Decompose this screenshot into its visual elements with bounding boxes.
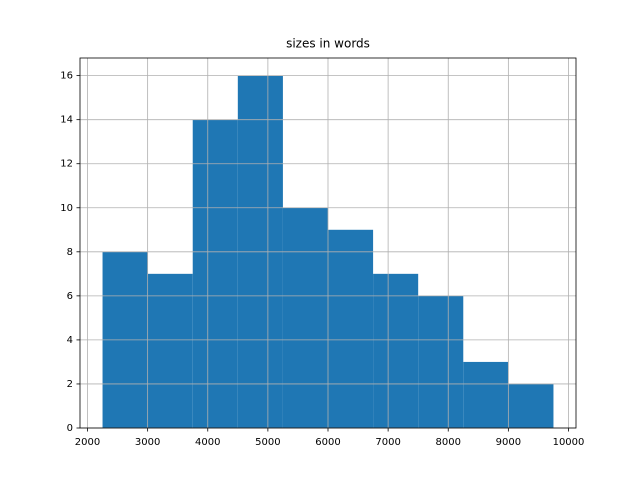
- y-tick-label: 8: [67, 247, 73, 258]
- bar: [192, 119, 238, 429]
- y-tick-label: 6: [67, 291, 73, 302]
- bar: [282, 207, 328, 428]
- bar: [463, 361, 509, 428]
- bar: [508, 383, 554, 428]
- y-tick-label: 4: [67, 335, 73, 346]
- x-tick-label: 2000: [75, 437, 100, 448]
- x-tick-label: 6000: [315, 437, 340, 448]
- y-tick-label: 2: [67, 379, 73, 390]
- chart-title: sizes in words: [286, 37, 370, 51]
- x-tick-label: 5000: [255, 437, 280, 448]
- x-tick-label: 4000: [195, 437, 220, 448]
- bar: [328, 229, 374, 428]
- bar: [418, 295, 464, 428]
- x-tick-label: 7000: [375, 437, 400, 448]
- y-tick-label: 14: [60, 115, 73, 126]
- x-tick-label: 10000: [553, 437, 585, 448]
- bar: [373, 273, 419, 428]
- y-tick-label: 12: [60, 159, 73, 170]
- bar: [147, 273, 193, 428]
- x-tick-label: 3000: [135, 437, 160, 448]
- y-tick-label: 0: [67, 423, 73, 434]
- y-tick-label: 10: [60, 203, 73, 214]
- x-tick-label: 9000: [496, 437, 521, 448]
- x-tick-label: 8000: [436, 437, 461, 448]
- y-tick-label: 16: [60, 71, 73, 82]
- plot-frame: [79, 57, 577, 429]
